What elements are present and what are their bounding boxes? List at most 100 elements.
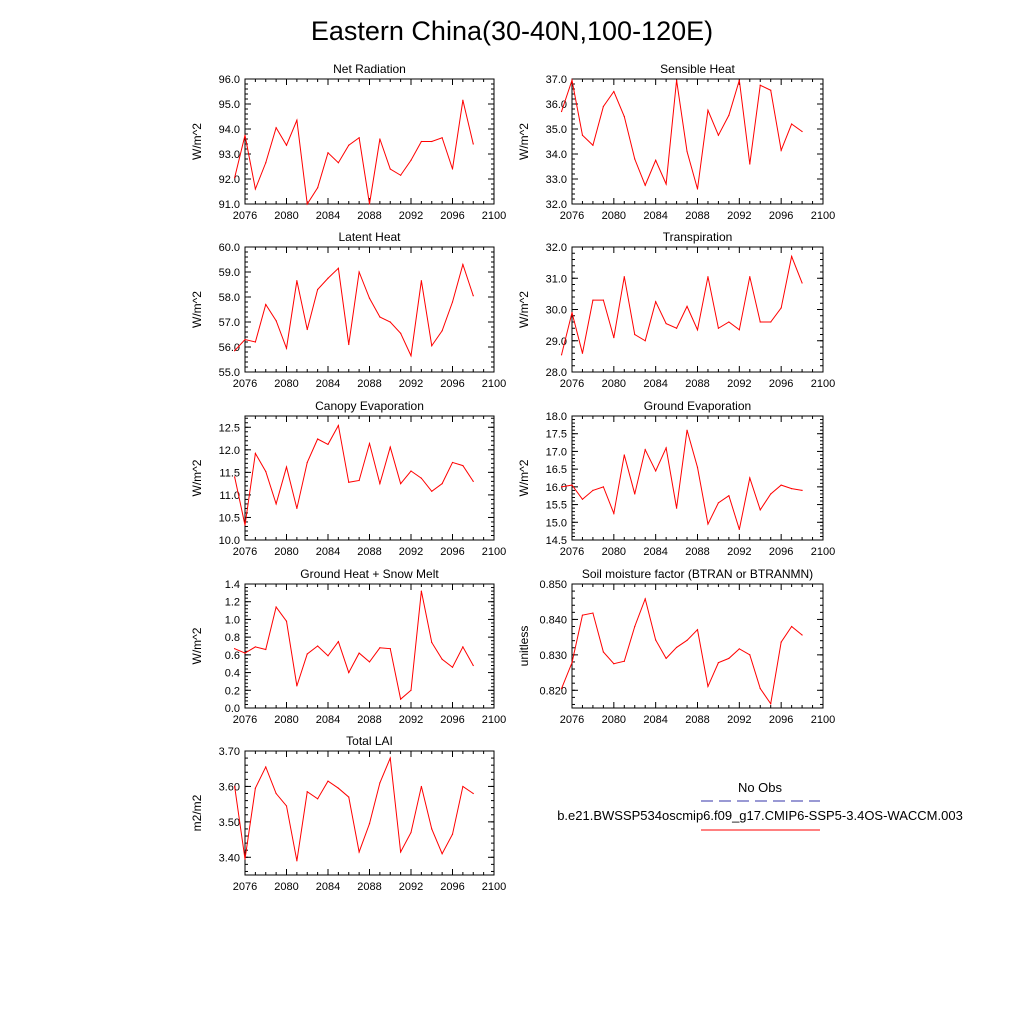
data-point xyxy=(317,645,319,647)
data-point xyxy=(410,831,412,834)
x-tick-label: 2076 xyxy=(560,546,584,558)
series-line xyxy=(234,100,474,206)
data-point xyxy=(560,486,563,488)
data-point xyxy=(368,203,371,205)
y-tick-label: 95.0 xyxy=(219,99,240,111)
data-point xyxy=(623,660,625,662)
data-point xyxy=(317,187,319,189)
data-point xyxy=(348,671,350,674)
series-line xyxy=(561,597,803,706)
data-point xyxy=(686,305,688,307)
y-tick-label: 37.0 xyxy=(546,74,567,86)
data-point xyxy=(244,652,246,654)
data-point xyxy=(717,502,720,504)
legend-model-label: b.e21.BWSSP534oscmip6.f09_g17.CMIP6-SSP5… xyxy=(557,808,963,823)
data-point xyxy=(337,640,339,643)
data-point xyxy=(265,303,267,306)
x-tick-label: 2092 xyxy=(727,714,751,726)
chart-panel-3: Latent Heat W/m^2 2076 2080 2084 2088 2092 2096… xyxy=(190,230,506,390)
data-point xyxy=(686,150,688,153)
data-point xyxy=(275,320,277,322)
x-tick-label: 2096 xyxy=(769,210,793,222)
y-tick-label: 0.840 xyxy=(539,614,567,626)
data-point xyxy=(644,449,646,451)
data-point xyxy=(592,489,594,491)
x-tick-label: 2096 xyxy=(440,714,464,726)
y-tick-label: 11.0 xyxy=(219,490,240,502)
y-tick-label: 16.5 xyxy=(546,464,567,476)
data-point xyxy=(348,796,350,798)
y-tick-label: 59.0 xyxy=(219,267,240,279)
y-tick-label: 18.0 xyxy=(546,411,567,423)
data-point xyxy=(675,79,678,81)
y-tick-label: 28.0 xyxy=(546,367,567,379)
data-point xyxy=(254,787,256,789)
y-tick-label: 55.0 xyxy=(219,367,240,379)
data-point xyxy=(770,321,772,323)
data-point xyxy=(441,483,443,485)
data-point xyxy=(759,687,761,690)
data-point xyxy=(592,144,594,146)
data-point xyxy=(441,330,443,332)
legend: No Obs b.e21.BWSSP534oscmip6.f09_g17.CMI… xyxy=(557,780,963,831)
y-tick-label: 33.0 xyxy=(546,174,567,186)
data-point xyxy=(296,860,298,862)
data-point xyxy=(738,528,740,530)
x-tick-label: 2100 xyxy=(811,546,835,558)
data-point xyxy=(613,663,615,665)
data-point xyxy=(655,159,657,161)
y-tick-label: 0.8 xyxy=(225,632,240,644)
data-point xyxy=(634,625,636,628)
y-tick-label: 17.0 xyxy=(546,446,567,458)
x-tick-label: 2096 xyxy=(440,881,464,893)
data-point xyxy=(592,299,594,301)
x-tick-label: 2100 xyxy=(482,210,506,222)
data-point xyxy=(441,137,443,139)
x-tick-label: 2088 xyxy=(357,881,381,893)
data-point xyxy=(441,853,443,855)
data-point xyxy=(451,666,454,668)
data-point xyxy=(389,168,391,170)
data-point xyxy=(707,523,709,525)
data-point xyxy=(379,647,381,649)
data-point xyxy=(389,321,391,323)
data-point xyxy=(472,143,474,145)
data-point xyxy=(717,327,720,329)
data-point xyxy=(285,144,288,146)
y-tick-label: 36.0 xyxy=(546,99,567,111)
data-point xyxy=(451,168,454,170)
y-tick-label: 32.0 xyxy=(546,242,567,254)
x-tick-label: 2100 xyxy=(811,378,835,390)
data-point xyxy=(696,188,699,190)
y-tick-label: 32.0 xyxy=(546,199,567,211)
x-tick-label: 2088 xyxy=(357,546,381,558)
x-tick-label: 2084 xyxy=(643,378,667,390)
data-point xyxy=(244,524,246,526)
x-tick-label: 2080 xyxy=(602,210,626,222)
x-tick-label: 2088 xyxy=(685,210,709,222)
data-point xyxy=(234,476,236,478)
data-point xyxy=(717,134,720,136)
data-point xyxy=(275,606,277,608)
x-tick-label: 2084 xyxy=(643,210,667,222)
data-point xyxy=(327,655,329,657)
data-point xyxy=(368,297,371,299)
data-point xyxy=(317,438,319,440)
data-point xyxy=(337,162,339,164)
x-tick-label: 2084 xyxy=(316,378,340,390)
x-tick-label: 2080 xyxy=(274,546,298,558)
chart-title: Latent Heat xyxy=(338,230,401,244)
x-tick-label: 2080 xyxy=(602,714,626,726)
y-tick-label: 1.2 xyxy=(225,597,240,609)
data-point xyxy=(306,328,308,331)
data-point xyxy=(644,598,646,600)
data-point xyxy=(358,479,360,482)
x-tick-label: 2076 xyxy=(233,881,257,893)
data-point xyxy=(462,263,464,266)
x-tick-label: 2080 xyxy=(274,210,298,222)
x-tick-label: 2100 xyxy=(811,210,835,222)
data-point xyxy=(368,661,371,663)
data-point xyxy=(234,648,236,650)
y-tick-label: 0.830 xyxy=(539,650,567,662)
data-point xyxy=(749,654,751,656)
